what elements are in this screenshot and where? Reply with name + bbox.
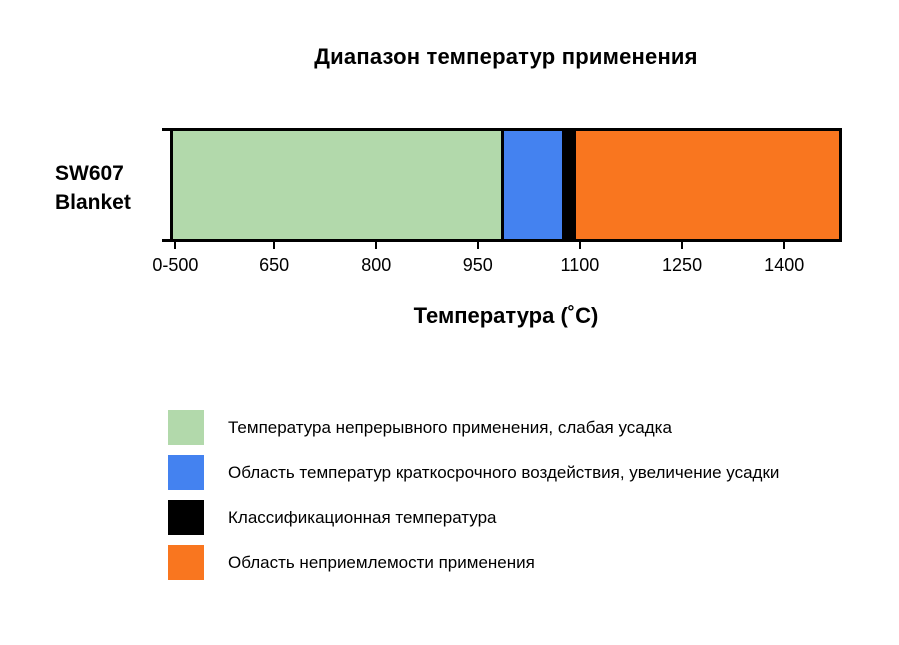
x-axis-tick	[375, 242, 378, 249]
x-axis: 0-500 650 800 950 1100 1250 1400	[152, 242, 842, 286]
legend-label: Температура непрерывного применения, сла…	[228, 417, 672, 437]
x-axis-tick-label: 950	[462, 255, 493, 275]
x-axis-title: Температура (˚C)	[413, 303, 599, 328]
x-axis-tick-label: 1100	[560, 255, 600, 275]
x-axis-tick	[476, 242, 479, 249]
legend-item: Классификационная температура	[168, 500, 779, 535]
x-axis-tick-label: 650	[259, 255, 290, 275]
x-axis-tick	[681, 242, 684, 249]
x-axis-tick-label: 0-500	[152, 255, 199, 275]
legend-swatch	[168, 500, 204, 535]
y-axis-tick-bottom	[162, 239, 170, 242]
legend-label: Область температур краткосрочного воздей…	[228, 462, 780, 482]
chart-title: Диапазон температур применения	[314, 44, 698, 69]
x-axis-tick	[578, 242, 581, 249]
legend-label: Область неприемлемости применения	[228, 552, 535, 572]
legend-label: Классификационная температура	[228, 507, 497, 527]
legend-item: Температура непрерывного применения, сла…	[168, 410, 779, 445]
x-axis-tick	[174, 242, 177, 249]
x-axis-tick-label: 1400	[764, 255, 805, 275]
x-axis-tick-label: 800	[361, 255, 392, 275]
legend-swatch	[168, 545, 204, 580]
x-axis-tick	[783, 242, 786, 249]
y-axis-tick-top	[162, 128, 170, 131]
segment-classification-temperature	[564, 131, 576, 239]
stacked-bar	[170, 128, 842, 242]
x-axis-tick	[273, 242, 276, 249]
legend-swatch	[168, 455, 204, 490]
legend-swatch	[168, 410, 204, 445]
segment-unacceptable-use	[575, 131, 839, 239]
legend-item: Область неприемлемости применения	[168, 545, 779, 580]
segment-short-term-exposure	[500, 131, 565, 239]
segment-continuous-use	[173, 131, 501, 239]
legend-item: Область температур краткосрочного воздей…	[168, 455, 779, 490]
category-label: SW607 Blanket	[55, 162, 131, 214]
legend: Температура непрерывного применения, сла…	[168, 410, 779, 590]
x-axis-tick-label: 1250	[662, 255, 703, 275]
